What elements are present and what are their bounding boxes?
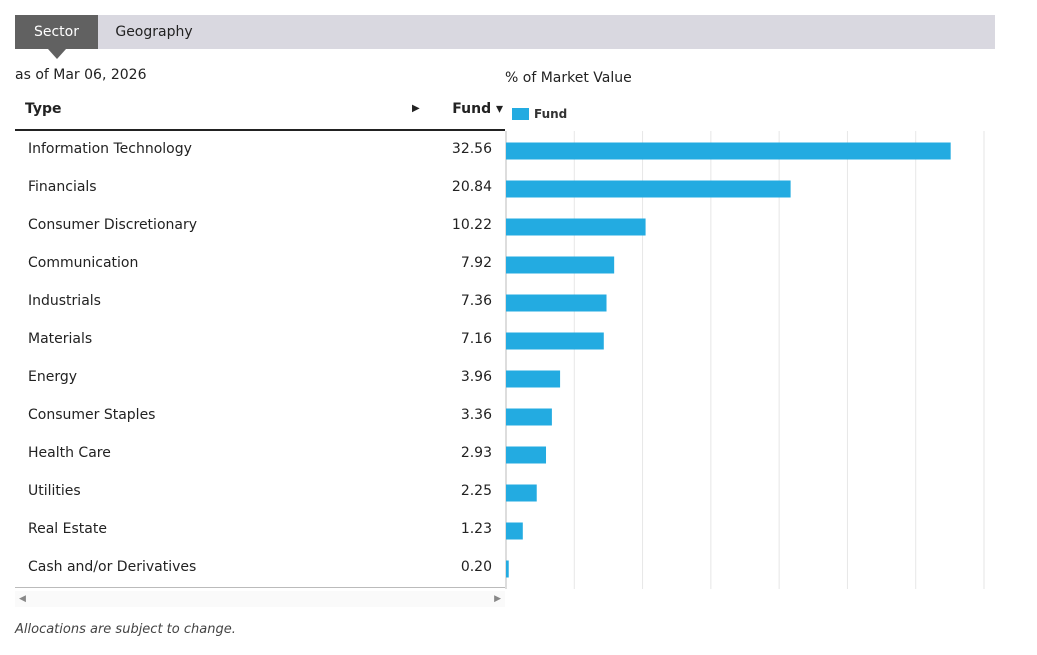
footnote: Allocations are subject to change. <box>15 622 236 637</box>
tab-sector[interactable]: Sector <box>15 15 98 59</box>
row-type-label: Information Technology <box>28 141 192 157</box>
row-fund-value: 1.23 <box>460 521 492 537</box>
bar-industrials[interactable] <box>506 294 607 312</box>
row-type-label: Communication <box>28 255 139 271</box>
bar-consumer-discretionary[interactable] <box>506 218 646 236</box>
table-row: Materials 7.16 <box>15 321 505 359</box>
table-row: Financials 20.84 <box>15 169 505 207</box>
as-of-date: as of Mar 06, 2026 <box>15 67 147 83</box>
allocation-tabbar: Sector Geography <box>15 15 995 59</box>
row-fund-value: 0.20 <box>460 559 492 575</box>
legend-label: Fund <box>534 107 568 121</box>
table-row: Real Estate 1.23 <box>15 511 505 549</box>
table-row: Industrials 7.36 <box>15 283 505 321</box>
bar-materials[interactable] <box>506 332 604 350</box>
table-row: Information Technology 32.56 <box>15 131 505 169</box>
bar-information-technology[interactable] <box>506 142 951 160</box>
table-row: Cash and/or Derivatives 0.20 <box>15 549 505 587</box>
table-row: Utilities 2.25 <box>15 473 505 511</box>
row-fund-value: 3.96 <box>460 369 492 385</box>
tab-geography[interactable]: Geography <box>115 24 193 40</box>
row-fund-value: 32.56 <box>451 141 492 157</box>
bar-cash-and-or-derivatives[interactable] <box>506 560 509 578</box>
table-row: Consumer Discretionary 10.22 <box>15 207 505 245</box>
row-type-label: Industrials <box>28 293 101 309</box>
table-row: Communication 7.92 <box>15 245 505 283</box>
row-type-label: Utilities <box>28 483 81 499</box>
row-fund-value: 10.22 <box>451 217 492 233</box>
row-type-label: Cash and/or Derivatives <box>28 559 197 575</box>
row-fund-value: 20.84 <box>451 179 492 195</box>
row-fund-value: 3.36 <box>460 407 492 423</box>
bar-real-estate[interactable] <box>506 522 523 540</box>
chart-title: % of Market Value <box>505 70 632 86</box>
scroll-left-icon[interactable]: ◀ <box>19 594 26 604</box>
scroll-right-icon[interactable]: ▶ <box>494 594 501 604</box>
row-type-label: Health Care <box>28 445 111 461</box>
table-row: Consumer Staples 3.36 <box>15 397 505 435</box>
legend-swatch <box>512 108 529 120</box>
bar-financials[interactable] <box>506 180 791 198</box>
bar-energy[interactable] <box>506 370 561 388</box>
bar-utilities[interactable] <box>506 484 537 502</box>
expand-columns-arrow-icon[interactable]: ▶ <box>412 103 420 114</box>
column-header-type[interactable]: Type <box>25 101 62 117</box>
row-fund-value: 2.25 <box>460 483 492 499</box>
row-fund-value: 7.92 <box>460 255 492 271</box>
bar-communication[interactable] <box>506 256 615 274</box>
row-fund-value: 7.36 <box>460 293 492 309</box>
row-type-label: Materials <box>28 331 93 347</box>
table-row: Health Care 2.93 <box>15 435 505 473</box>
table-body: Information Technology 32.56 Financials 20.… <box>15 131 505 587</box>
row-type-label: Energy <box>28 369 78 385</box>
column-header-fund[interactable]: Fund ▾ <box>452 101 503 117</box>
row-type-label: Consumer Discretionary <box>28 217 197 233</box>
table-row: Energy 3.96 <box>15 359 505 397</box>
row-type-label: Consumer Staples <box>28 407 156 423</box>
bar-health-care[interactable] <box>506 446 547 464</box>
horizontal-scrollbar[interactable]: ◀ ▶ <box>15 591 505 607</box>
row-fund-value: 7.16 <box>460 331 492 347</box>
row-type-label: Financials <box>28 179 97 195</box>
table-header: Type ▶ Fund ▾ <box>15 95 505 131</box>
row-fund-value: 2.93 <box>460 445 492 461</box>
allocation-table: Type ▶ Fund ▾ Information Technology 32.5… <box>15 95 505 587</box>
chart-legend: Fund <box>512 107 567 121</box>
table-divider <box>15 587 505 588</box>
bar-consumer-staples[interactable] <box>506 408 552 426</box>
row-type-label: Real Estate <box>28 521 107 537</box>
